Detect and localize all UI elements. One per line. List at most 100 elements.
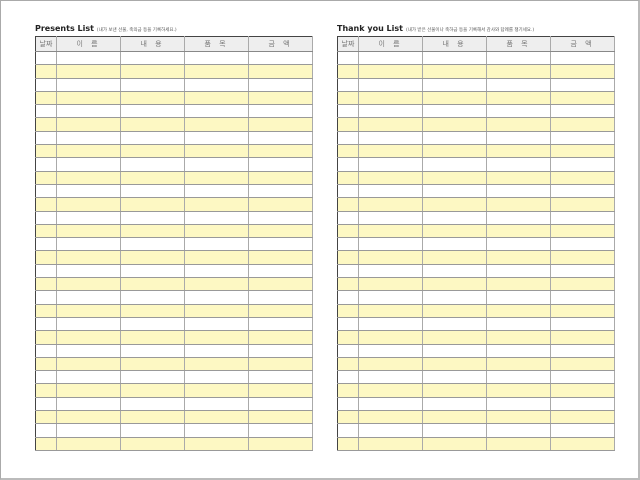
table-cell[interactable] xyxy=(184,171,249,185)
table-cell[interactable] xyxy=(550,237,615,252)
table-cell[interactable] xyxy=(184,78,249,92)
table-cell[interactable] xyxy=(486,64,551,79)
table-cell[interactable] xyxy=(248,144,313,159)
table-cell[interactable] xyxy=(486,410,551,425)
table-cell[interactable] xyxy=(422,117,487,132)
table-cell[interactable] xyxy=(120,250,185,265)
table-cell[interactable] xyxy=(550,357,615,372)
table-cell[interactable] xyxy=(358,357,423,372)
table-cell[interactable] xyxy=(337,237,359,252)
table-cell[interactable] xyxy=(248,370,313,385)
table-cell[interactable] xyxy=(486,264,551,279)
table-cell[interactable] xyxy=(248,157,313,172)
table-cell[interactable] xyxy=(358,224,423,239)
table-cell[interactable] xyxy=(56,277,121,292)
table-cell[interactable] xyxy=(550,410,615,425)
table-cell[interactable] xyxy=(337,171,359,185)
table-cell[interactable] xyxy=(56,250,121,265)
table-cell[interactable] xyxy=(248,397,313,412)
table-cell[interactable] xyxy=(550,437,615,451)
table-cell[interactable] xyxy=(422,264,487,279)
table-cell[interactable] xyxy=(337,330,359,345)
table-cell[interactable] xyxy=(35,277,57,292)
table-cell[interactable] xyxy=(550,264,615,279)
table-cell[interactable] xyxy=(550,370,615,385)
table-cell[interactable] xyxy=(120,184,185,199)
table-cell[interactable] xyxy=(184,290,249,305)
table-cell[interactable] xyxy=(184,264,249,279)
table-cell[interactable] xyxy=(358,197,423,212)
table-cell[interactable] xyxy=(422,157,487,172)
table-cell[interactable] xyxy=(422,224,487,239)
table-cell[interactable] xyxy=(35,51,57,66)
table-cell[interactable] xyxy=(550,91,615,106)
table-cell[interactable] xyxy=(184,237,249,252)
table-cell[interactable] xyxy=(35,117,57,132)
table-cell[interactable] xyxy=(248,357,313,372)
table-cell[interactable] xyxy=(550,157,615,172)
table-cell[interactable] xyxy=(248,197,313,212)
table-cell[interactable] xyxy=(35,211,57,225)
table-cell[interactable] xyxy=(550,184,615,199)
table-cell[interactable] xyxy=(248,437,313,451)
table-cell[interactable] xyxy=(550,277,615,292)
table-cell[interactable] xyxy=(358,397,423,412)
table-cell[interactable] xyxy=(184,157,249,172)
table-cell[interactable] xyxy=(422,383,487,398)
table-cell[interactable] xyxy=(248,224,313,239)
table-cell[interactable] xyxy=(550,330,615,345)
table-cell[interactable] xyxy=(35,250,57,265)
table-cell[interactable] xyxy=(486,330,551,345)
table-cell[interactable] xyxy=(337,117,359,132)
table-cell[interactable] xyxy=(358,51,423,66)
table-cell[interactable] xyxy=(35,64,57,79)
table-cell[interactable] xyxy=(337,51,359,66)
table-cell[interactable] xyxy=(486,211,551,225)
table-cell[interactable] xyxy=(550,144,615,159)
table-cell[interactable] xyxy=(184,104,249,119)
table-cell[interactable] xyxy=(56,344,121,358)
table-cell[interactable] xyxy=(56,264,121,279)
table-cell[interactable] xyxy=(422,277,487,292)
table-cell[interactable] xyxy=(550,211,615,225)
table-cell[interactable] xyxy=(486,397,551,412)
table-cell[interactable] xyxy=(120,370,185,385)
table-cell[interactable] xyxy=(248,330,313,345)
table-cell[interactable] xyxy=(550,290,615,305)
table-cell[interactable] xyxy=(358,410,423,425)
table-cell[interactable] xyxy=(184,410,249,425)
table-cell[interactable] xyxy=(184,91,249,106)
table-cell[interactable] xyxy=(248,317,313,332)
table-cell[interactable] xyxy=(337,197,359,212)
table-cell[interactable] xyxy=(35,197,57,212)
table-cell[interactable] xyxy=(358,184,423,199)
table-cell[interactable] xyxy=(422,131,487,146)
table-cell[interactable] xyxy=(120,264,185,279)
table-cell[interactable] xyxy=(486,237,551,252)
table-cell[interactable] xyxy=(422,370,487,385)
table-cell[interactable] xyxy=(422,211,487,225)
table-cell[interactable] xyxy=(120,211,185,225)
table-cell[interactable] xyxy=(248,117,313,132)
table-cell[interactable] xyxy=(35,383,57,398)
table-cell[interactable] xyxy=(358,131,423,146)
table-cell[interactable] xyxy=(486,157,551,172)
table-cell[interactable] xyxy=(550,250,615,265)
table-cell[interactable] xyxy=(120,171,185,185)
table-cell[interactable] xyxy=(35,264,57,279)
table-cell[interactable] xyxy=(56,317,121,332)
table-cell[interactable] xyxy=(184,131,249,146)
table-cell[interactable] xyxy=(486,437,551,451)
table-cell[interactable] xyxy=(248,410,313,425)
table-cell[interactable] xyxy=(422,78,487,92)
table-cell[interactable] xyxy=(35,144,57,159)
table-cell[interactable] xyxy=(56,64,121,79)
table-cell[interactable] xyxy=(56,157,121,172)
table-cell[interactable] xyxy=(486,250,551,265)
table-cell[interactable] xyxy=(337,211,359,225)
table-cell[interactable] xyxy=(248,237,313,252)
table-cell[interactable] xyxy=(248,51,313,66)
table-cell[interactable] xyxy=(486,144,551,159)
table-cell[interactable] xyxy=(184,117,249,132)
table-cell[interactable] xyxy=(337,344,359,358)
